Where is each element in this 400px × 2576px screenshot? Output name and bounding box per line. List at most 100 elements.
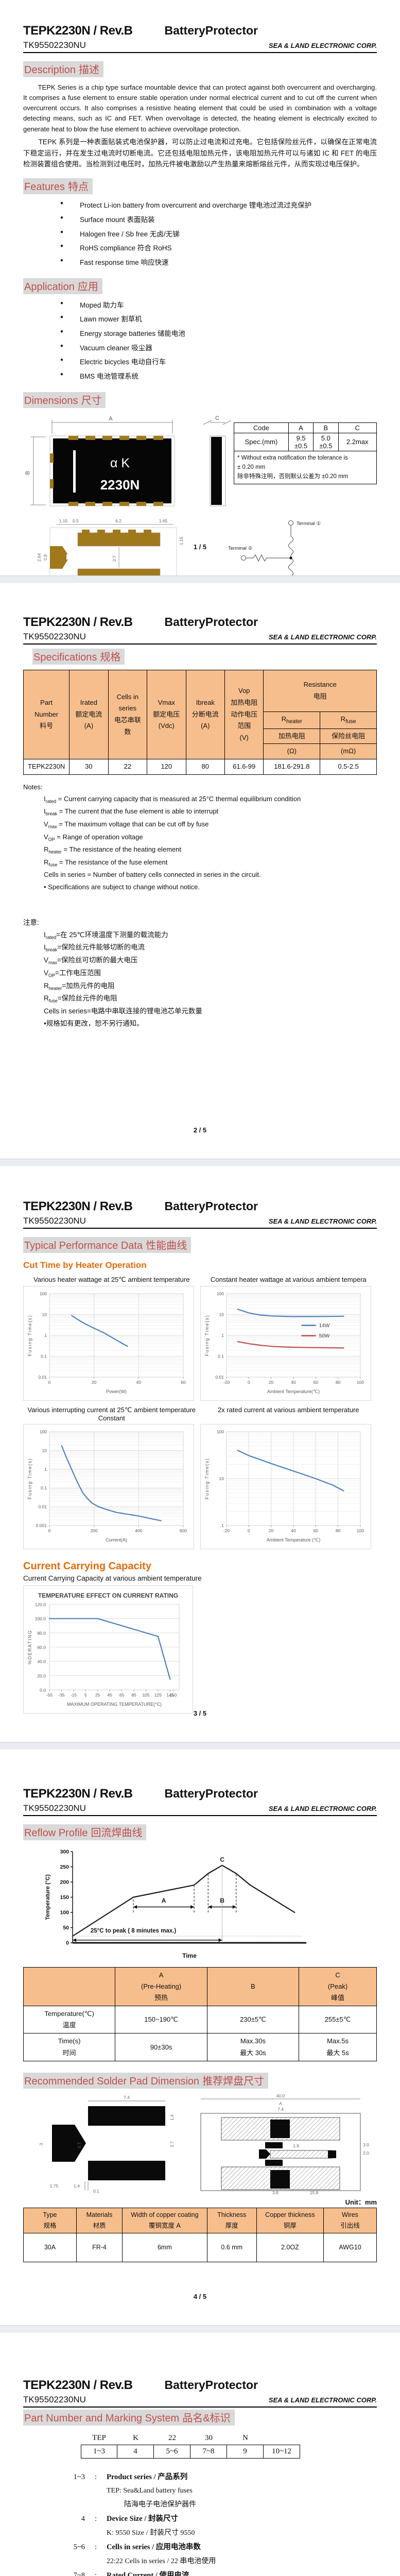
svg-text:150: 150 xyxy=(169,1692,177,1698)
part-number: TK95502230NU xyxy=(23,2395,86,2404)
bullet-icon: ● xyxy=(60,314,64,320)
chart-fusing-time-vs-current: 0.001 0.01 0.1 1 10 100 0 200 400 600 Fusing Time(… xyxy=(23,1424,194,1549)
section-reflow-cn: 回流焊曲线 xyxy=(91,1827,143,1839)
marking-position: 5~6 xyxy=(154,2445,190,2459)
svg-text:20.0: 20.0 xyxy=(37,1673,46,1679)
note-line: Rfuse = The resistance of the fuse eleme… xyxy=(44,858,168,868)
note-line: Ibreak = The current that the fuse eleme… xyxy=(44,807,219,817)
terminal-2-label: Terminal ② xyxy=(228,546,252,551)
land-dim: 0.5 xyxy=(73,518,79,523)
section-dimensions: Dimensions 尺寸 xyxy=(23,392,106,408)
svg-text:85: 85 xyxy=(131,1692,136,1698)
section-features-cn: 特点 xyxy=(67,181,89,193)
svg-text:20: 20 xyxy=(92,1380,97,1385)
svg-text:Fusing Time(s): Fusing Time(s) xyxy=(204,1458,210,1500)
product-name: BatteryProtector xyxy=(164,1199,258,1213)
notes-title: Notes: xyxy=(23,783,43,791)
feature-item: ● Fast response time 响应快速 xyxy=(60,256,377,270)
svg-text:1: 1 xyxy=(221,1333,224,1338)
solder-dim: 7.4 xyxy=(277,2107,284,2112)
note-line: Cells in series=电路中串联连接的锂电池芯单元数量 xyxy=(44,1007,202,1015)
derating-chart-title: TEMPERATURE EFFECT ON CURRENT RATING xyxy=(38,1592,179,1599)
feature-item: ● Surface mount 表面贴装 xyxy=(60,213,377,227)
dimension-spec-table: Code A B C Spec.(mm) 9.5 ±0.5 5.0 ±0.5 2.2… xyxy=(234,422,377,484)
part-number: TK95502230NU xyxy=(23,1803,86,1813)
svg-text:80: 80 xyxy=(336,1528,341,1533)
col-rfuse-cn: 保险丝电阻 xyxy=(320,728,377,744)
ccc-subtitle: Current Carrying Capacity at various amb… xyxy=(23,1574,202,1582)
doc-title: TEPK2230N / Rev.B xyxy=(23,615,133,629)
svg-text:C: C xyxy=(220,1856,224,1863)
section-solder-pad-cn: 推荐焊盘尺寸 xyxy=(202,2075,265,2087)
solder-dim: 1.4 xyxy=(169,2114,175,2120)
marking-code: N xyxy=(242,2434,248,2442)
section-specifications: Specifications 规格 xyxy=(32,649,125,665)
section-solder-pad: Recommended Solder Pad Dimension 推荐焊盘尺寸 xyxy=(23,2072,269,2089)
feature-item: ● RoHS compliance 符合 RoHS xyxy=(60,241,377,256)
doc-title: TEPK2230N / Rev.B xyxy=(23,1199,133,1213)
description-paragraph-en: TEPK Series is a chip type surface mount… xyxy=(23,83,377,133)
solder-dim: 0.1 xyxy=(93,2189,99,2194)
definition-detail: 陆海电子电池保护器件 xyxy=(124,2500,196,2509)
description-paragraph-cn: TEPK 系列是一种表面贴装式电池保护器，可以防止过电流和过充电。它包括保险丝元… xyxy=(23,138,377,168)
note-line: VOP=工作电压范围 xyxy=(44,969,101,978)
note-line: • Specifications are subject to change w… xyxy=(44,883,200,891)
section-performance-en: Typical Performance Data xyxy=(24,1240,143,1251)
pad-col-copper: Copper thickness 铜厚 xyxy=(256,2207,324,2234)
note-line: Irated=在 25℃环境温度下测量的载流能力 xyxy=(44,930,168,940)
page-2: TEPK2230N / Rev.B BatteryProtector TK955… xyxy=(0,583,400,1159)
section-specifications-en: Specifications xyxy=(33,652,97,663)
reflow-col-c: C (Peak) 峰值 xyxy=(299,1967,377,2007)
definition-detail: 22:22 Cells in series / 22 串电池使用 xyxy=(107,2557,216,2565)
note-line: Vmax = The maximum voltage that can be c… xyxy=(44,820,209,829)
section-reflow: Reflow Profile 回流焊曲线 xyxy=(23,1824,147,1840)
svg-text:40: 40 xyxy=(291,1380,296,1385)
chip-side-view-drawing: C xyxy=(203,415,232,506)
chip-top-view-drawing: A B α K 2230N xyxy=(25,416,175,506)
bullet-icon: ● xyxy=(60,214,64,221)
product-name: BatteryProtector xyxy=(164,1787,258,1800)
note-line: Irated = Current carrying capacity that … xyxy=(44,794,301,804)
svg-text:1: 1 xyxy=(44,1467,47,1472)
notes-cn-title: 注意: xyxy=(23,918,39,926)
dim-a-value: 9.5 ±0.5 xyxy=(288,432,314,451)
col-vmax: Vmax 额定电压 (Vdc) xyxy=(147,669,186,760)
bullet-icon: ● xyxy=(60,371,64,377)
marking-position: 7~8 xyxy=(190,2445,227,2459)
land-pattern-drawing: 1.15 0.5 6.2 1.65 1.15 2.64 0.8 2.7 0.15 xyxy=(37,518,184,575)
svg-text:60.0: 60.0 xyxy=(37,1645,46,1650)
svg-text:125: 125 xyxy=(154,1692,162,1698)
svg-text:0: 0 xyxy=(48,1528,51,1533)
svg-text:120.0: 120.0 xyxy=(35,1602,46,1607)
bullet-icon: ● xyxy=(60,200,64,207)
application-item: ● Vacuum cleaner 吸尘器 xyxy=(60,341,377,355)
solder-dim: 15.8 xyxy=(310,2190,319,2195)
page-header: TEPK2230N / Rev.B BatteryProtector TK955… xyxy=(23,1750,377,1816)
marking-code: TEP xyxy=(92,2434,106,2442)
svg-text:10: 10 xyxy=(219,1312,224,1317)
reflow-time-row: Time(s) 时间 90±30s Max.30s 最大 30s Max.5s 最大 … xyxy=(23,2033,377,2061)
spec-data-row: TEPK2230N 30 22 120 80 61.6-99 181.6-291.8 0.5-… xyxy=(23,759,377,775)
bullet-icon: ● xyxy=(60,328,64,334)
section-features: Features 特点 xyxy=(23,178,93,195)
solder-dim: 0.7 xyxy=(77,2142,82,2148)
svg-text:0: 0 xyxy=(248,1380,250,1385)
svg-text:20: 20 xyxy=(269,1528,274,1533)
page-number: 3 / 5 xyxy=(193,1709,207,1717)
dim-table-header: B xyxy=(313,422,339,433)
solder-dim: 1.4 xyxy=(74,2183,80,2189)
section-application-cn: 应用 xyxy=(77,281,98,293)
dimensions-diagrams: A B α K 2230N C xyxy=(23,411,377,575)
svg-text:105: 105 xyxy=(142,1692,149,1698)
page-1: TEPK2230N / Rev.B BatteryProtector TK955… xyxy=(0,0,400,575)
bullet-icon: ● xyxy=(60,243,64,249)
page-4: TEPK2230N / Rev.B BatteryProtector TK955… xyxy=(0,1750,400,2325)
land-dim: 2.64 xyxy=(37,553,42,562)
feature-item: ● Halogen free / Sb free 无卤/无锑 xyxy=(60,227,377,242)
product-name: BatteryProtector xyxy=(164,2378,258,2392)
solder-dim: 1.9 xyxy=(293,2143,299,2148)
doc-title: TEPK2230N / Rev.B xyxy=(23,1787,133,1801)
svg-text:Fusing Time(s): Fusing Time(s) xyxy=(27,1315,32,1357)
chart-title: Various heater wattage at 25℃ ambient te… xyxy=(33,1276,190,1283)
bullet-icon: ● xyxy=(60,257,64,263)
